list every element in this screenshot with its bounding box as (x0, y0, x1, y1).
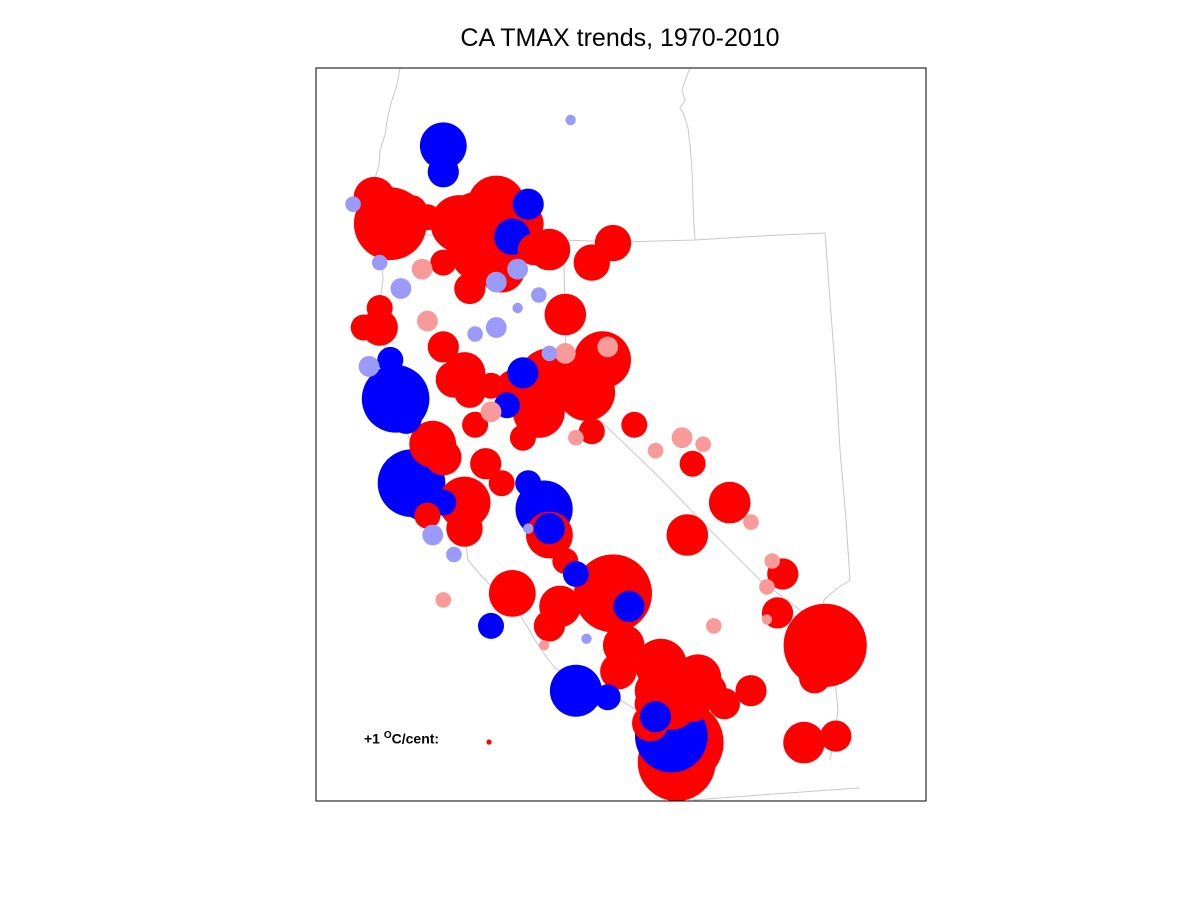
station-marker (743, 514, 759, 530)
station-marker (674, 685, 711, 722)
station-marker (515, 470, 542, 497)
station-marker (377, 346, 404, 373)
map-frame (315, 67, 927, 802)
legend-label: +1 OC/cent: (364, 730, 439, 747)
station-marker (568, 429, 584, 446)
station-marker (706, 618, 722, 634)
station-marker (695, 436, 711, 453)
border-oregon-idaho (679, 68, 696, 241)
station-marker (621, 411, 648, 438)
station-marker (544, 293, 587, 336)
station-marker (679, 450, 706, 477)
station-marker (509, 424, 536, 451)
station-marker (467, 326, 483, 342)
station-markers (345, 114, 867, 801)
station-marker (454, 376, 486, 408)
station-marker (414, 502, 441, 529)
station-marker (427, 156, 459, 188)
station-marker (425, 439, 462, 476)
station-marker (478, 612, 504, 639)
station-marker (523, 523, 534, 534)
station-marker (538, 640, 550, 651)
station-marker (764, 553, 780, 569)
station-marker (446, 546, 462, 563)
station-marker (761, 614, 773, 625)
station-marker (478, 372, 504, 399)
station-marker (358, 356, 380, 377)
station-marker (353, 176, 396, 219)
legend-value: +1 (364, 730, 380, 747)
station-marker (390, 402, 422, 434)
station-marker (541, 345, 558, 362)
station-marker (735, 675, 767, 707)
station-marker (671, 427, 693, 449)
station-marker (799, 662, 831, 694)
station-marker (613, 590, 645, 623)
station-marker (533, 610, 566, 642)
station-marker (430, 249, 457, 276)
station-marker (485, 271, 507, 293)
station-marker (438, 476, 491, 529)
station-marker (446, 510, 483, 547)
station-marker (488, 470, 515, 497)
legend-marker (486, 739, 492, 745)
station-marker (462, 411, 489, 438)
border-nv-ut (824, 232, 851, 581)
station-marker (597, 336, 619, 358)
station-marker (512, 188, 544, 220)
station-marker (783, 721, 825, 764)
station-marker (485, 317, 507, 338)
station-marker (517, 234, 550, 266)
station-marker (647, 442, 664, 459)
station-marker (427, 331, 459, 363)
station-marker (507, 258, 528, 280)
station-marker (549, 664, 602, 717)
station-marker (512, 302, 523, 314)
station-marker (390, 278, 412, 299)
station-marker (554, 343, 576, 364)
station-marker (411, 258, 433, 280)
station-marker (708, 688, 741, 720)
station-marker (565, 114, 576, 126)
station-marker (578, 418, 605, 445)
station-marker (451, 232, 499, 280)
station-marker (414, 204, 441, 231)
station-marker (366, 295, 393, 321)
station-marker (600, 653, 637, 690)
station-marker (594, 224, 632, 262)
station-marker (480, 401, 502, 423)
legend-unit: C/cent: (391, 730, 440, 747)
station-marker (708, 481, 751, 524)
station-marker (488, 570, 536, 617)
station-marker (345, 196, 361, 212)
station-marker (820, 720, 852, 752)
station-marker (531, 287, 547, 303)
station-marker (666, 514, 709, 556)
station-marker (507, 357, 539, 389)
station-marker (350, 314, 377, 341)
station-marker (533, 513, 566, 545)
station-marker (422, 524, 444, 546)
station-marker (557, 363, 616, 421)
station-marker (581, 633, 592, 644)
station-marker (512, 385, 565, 438)
station-marker (562, 561, 589, 587)
station-marker (759, 579, 775, 595)
station-marker (419, 122, 467, 170)
station-marker (594, 684, 621, 711)
legend-degree: O (383, 730, 392, 741)
station-marker (417, 310, 438, 332)
station-marker (470, 448, 502, 480)
map-title: CA TMAX trends, 1970-2010 (460, 24, 780, 52)
border-mexico (693, 787, 861, 801)
station-marker (371, 254, 388, 271)
station-marker (435, 592, 452, 608)
station-marker (454, 272, 486, 305)
station-marker (639, 701, 672, 733)
